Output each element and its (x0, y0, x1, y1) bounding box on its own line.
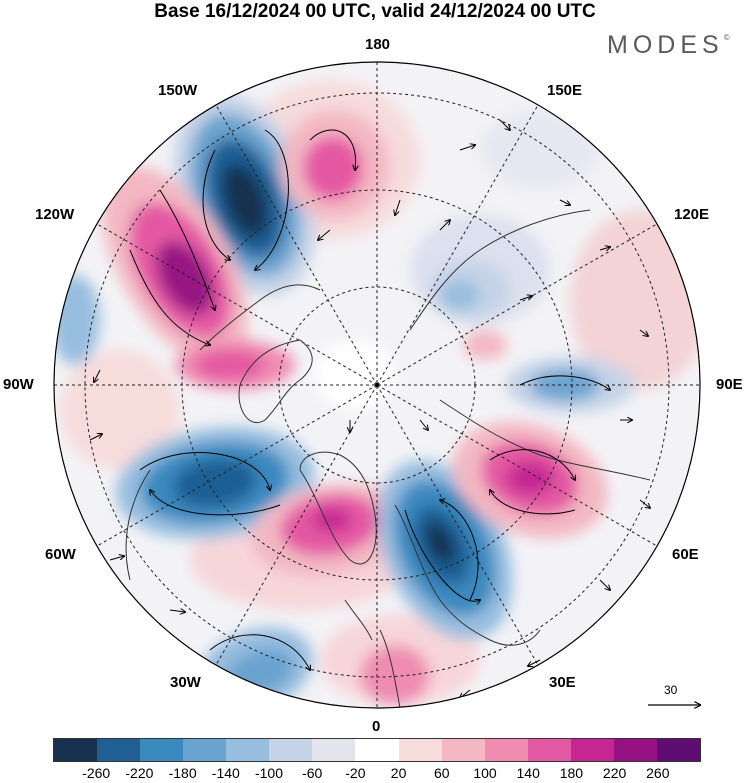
colorbar-tick-label: -100 (254, 765, 284, 781)
colorbar-swatch (54, 739, 98, 761)
logo-text: MODES (607, 31, 724, 59)
copyright-mark: © (723, 33, 730, 42)
colorbar-tick-label: -20 (345, 765, 366, 781)
colorbar-swatch (226, 739, 270, 761)
colorbar-swatch (97, 739, 141, 761)
reference-vector-label: 30 (664, 683, 678, 697)
lon-label-150w: 150W (158, 82, 198, 99)
lon-label-180: 180 (365, 36, 391, 53)
anomaly-field (54, 80, 700, 708)
chart-title: Base 16/12/2024 00 UTC, valid 24/12/2024… (154, 1, 596, 22)
colorbar-tick-label: -260 (82, 765, 111, 781)
lon-label-0: 0 (372, 718, 381, 735)
colorbar-swatch (183, 739, 227, 761)
lon-label-90e: 90E (716, 376, 743, 393)
colorbar-tick-label: 140 (516, 765, 540, 781)
colorbar-swatch (613, 739, 657, 761)
graticule (54, 62, 700, 708)
colorbar-tick-label: -220 (125, 765, 154, 781)
map-boundary (53, 61, 701, 709)
colorbar-swatch (312, 739, 356, 761)
lon-label-30w: 30W (170, 674, 201, 691)
colorbar-swatch (441, 739, 485, 761)
colorbar-tick-label: 20 (390, 765, 407, 781)
wind-vectors (89, 119, 650, 702)
lon-label-120w: 120W (35, 206, 75, 223)
colorbar-tick-label: 60 (434, 765, 450, 781)
colorbar-swatch (484, 739, 528, 761)
colorbar-swatch (527, 739, 571, 761)
colorbar-tick-label: 220 (602, 765, 627, 781)
colorbar-tick-label: 180 (559, 765, 584, 781)
coastlines (125, 209, 651, 708)
colorbar (53, 738, 701, 762)
colorbar-swatch (269, 739, 313, 761)
colorbar-tick-label: -60 (302, 765, 323, 781)
modes-logo: MODES© (607, 31, 730, 60)
lon-label-60w: 60W (45, 546, 76, 563)
colorbar-tick-label: 100 (473, 765, 497, 781)
lon-label-30e: 30E (549, 674, 576, 691)
colorbar-tick-label: -180 (168, 765, 197, 781)
colorbar-swatch (398, 739, 442, 761)
colorbar-swatch (570, 739, 614, 761)
colorbar-swatch (355, 739, 399, 761)
colorbar-swatch (656, 739, 700, 761)
colorbar-tick-label: 260 (646, 765, 670, 781)
colorbar-tick-label: -140 (211, 765, 240, 781)
lon-label-120e: 120E (674, 206, 710, 223)
lon-label-60e: 60E (672, 546, 699, 563)
colorbar-swatch (140, 739, 184, 761)
lon-label-90w: 90W (3, 376, 34, 393)
lon-label-150e: 150E (547, 82, 583, 99)
